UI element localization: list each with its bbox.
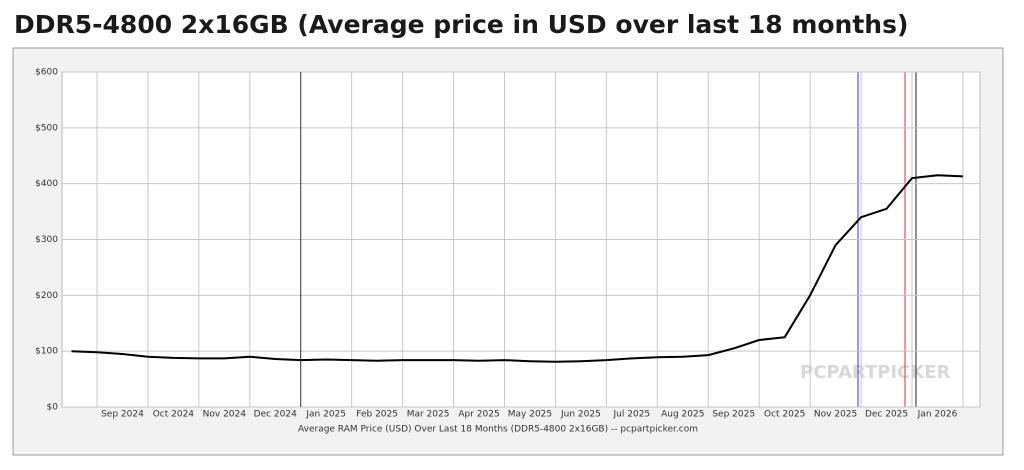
y-tick-label: $200: [35, 291, 58, 301]
x-tick-label: Jul 2025: [613, 410, 651, 420]
x-tick-label: Aug 2025: [661, 410, 704, 420]
x-tick-label: Jan 2026: [917, 410, 958, 420]
y-tick-label: $0: [47, 403, 59, 413]
x-tick-label: Jun 2025: [560, 410, 601, 420]
y-tick-label: $100: [35, 347, 58, 357]
x-tick-label: Apr 2025: [458, 410, 499, 420]
y-tick-label: $300: [35, 235, 58, 245]
x-tick-label: Feb 2025: [356, 410, 398, 420]
price-line: [71, 174, 963, 363]
x-tick-label: May 2025: [508, 410, 552, 420]
x-tick-label: Jan 2025: [305, 410, 346, 420]
y-tick-label: $600: [35, 68, 58, 78]
x-tick-label: Nov 2024: [203, 410, 247, 420]
x-tick-label: Dec 2025: [865, 410, 908, 420]
watermark: PCPARTPICKER: [800, 362, 951, 383]
x-tick-label: Sep 2024: [101, 410, 144, 420]
y-tick-label: $400: [35, 179, 58, 189]
y-tick-label: $500: [35, 123, 58, 133]
x-tick-label: Oct 2025: [764, 410, 805, 420]
x-tick-label: Nov 2025: [814, 410, 857, 420]
chart-title: DDR5-4800 2x16GB (Average price in USD o…: [14, 10, 909, 39]
x-tick-label: Oct 2024: [153, 410, 195, 420]
x-tick-label: Dec 2024: [254, 410, 297, 420]
x-tick-label: Sep 2025: [712, 410, 755, 420]
x-tick-label: Mar 2025: [407, 410, 450, 420]
x-axis-title: Average RAM Price (USD) Over Last 18 Mon…: [298, 425, 698, 435]
